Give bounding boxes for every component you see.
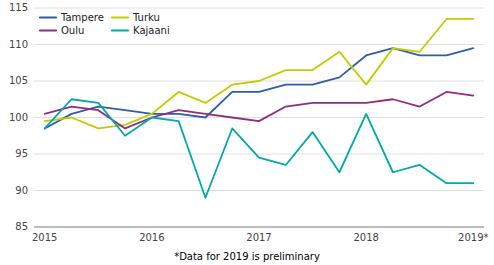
y-tick-label: 105 <box>9 75 28 86</box>
x-tick-label: 2017 <box>246 232 271 243</box>
y-tick-label: 90 <box>15 185 28 196</box>
legend-swatch <box>112 16 128 18</box>
page: {"chart_data": {"type": "line", "categor… <box>0 0 494 265</box>
series-lines <box>45 19 474 198</box>
x-tick-labels: 2015 2016 2017 2018 2019* <box>32 232 489 243</box>
series-line <box>45 99 474 198</box>
legend-swatch <box>40 16 56 18</box>
series-line <box>45 19 474 129</box>
y-tick-labels: 85 90 95 100 105 110 115 <box>9 2 28 232</box>
y-tick-label: 85 <box>15 221 28 232</box>
y-tick-label: 95 <box>15 148 28 159</box>
legend: Tampere Turku Oulu Kajaani <box>40 12 170 36</box>
x-tick-label: 2016 <box>139 232 164 243</box>
legend-label: Oulu <box>61 25 84 36</box>
chart-svg: 85 90 95 100 105 110 115 2015 2016 2017 2018 2019* T… <box>0 0 494 265</box>
grid-line <box>34 190 484 191</box>
legend-swatch <box>112 29 128 31</box>
grid-line <box>34 44 484 45</box>
legend-label: Tampere <box>60 12 104 23</box>
grid-line <box>34 227 484 228</box>
y-tick-label: 110 <box>9 39 28 50</box>
legend-swatch <box>40 29 56 31</box>
x-axis <box>34 227 484 228</box>
y-tick-label: 100 <box>9 112 28 123</box>
grid-line <box>34 8 484 9</box>
x-tick-label: 2018 <box>353 232 378 243</box>
grid-line <box>34 117 484 118</box>
legend-label: Kajaani <box>133 25 170 36</box>
footnote: *Data for 2019 is preliminary <box>174 251 320 262</box>
series-line <box>45 92 474 129</box>
chart-container: 85 90 95 100 105 110 115 2015 2016 2017 2018 2019* T… <box>0 0 494 265</box>
x-tick-label: 2015 <box>32 232 57 243</box>
grid-line <box>34 154 484 155</box>
y-tick-label: 115 <box>9 2 28 13</box>
legend-label: Turku <box>132 12 160 23</box>
x-tick-label: 2019* <box>458 232 488 243</box>
y-grid <box>34 8 484 227</box>
